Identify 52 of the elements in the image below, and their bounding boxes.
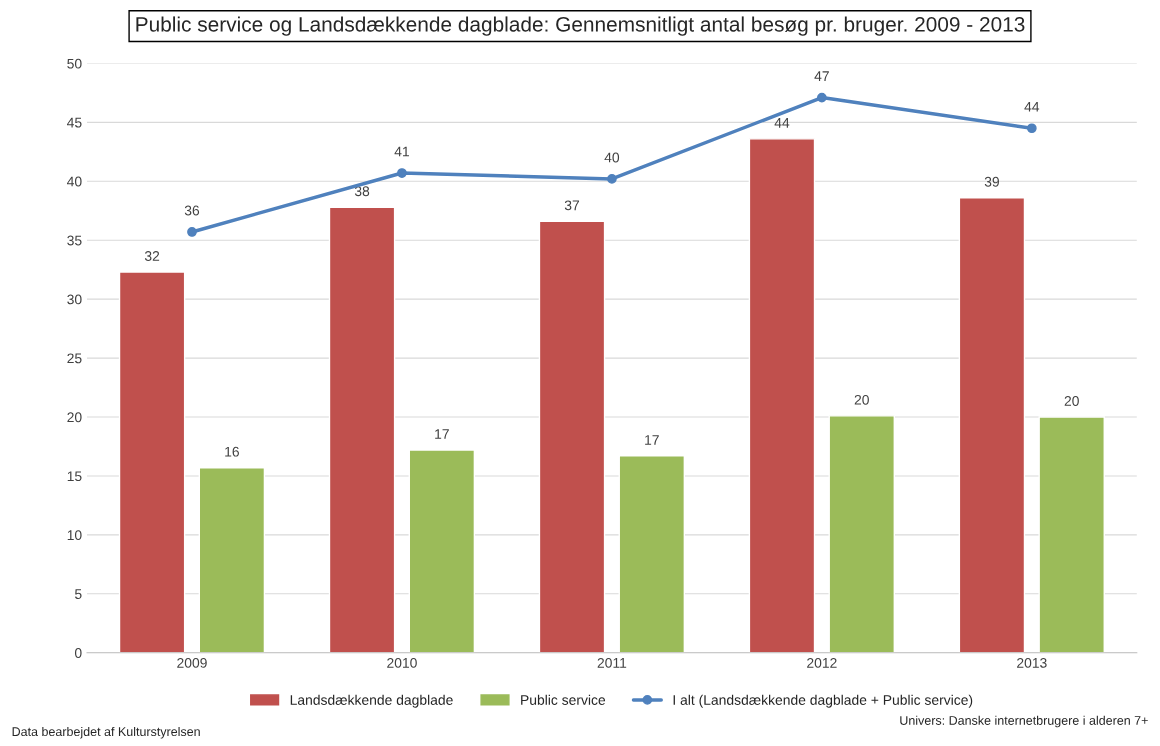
data-label: 20 (1064, 396, 1079, 406)
text: Data bearbejdet af Kulturstyrelsen (12, 726, 200, 739)
bar (958, 197, 1026, 653)
bar (328, 206, 396, 653)
chart-title: Public service og Landsdækkende dagblade: Gennemsnitligt antal besøg pr. bruger. 2009 - 2013 (136, 16, 1025, 36)
data-label: 38 (354, 186, 370, 197)
x-tick-label: 2011 (597, 657, 627, 668)
y-tick-label: 35 (67, 235, 82, 246)
bar (408, 449, 476, 653)
y-tick-label: 15 (67, 471, 82, 482)
data-label: 47 (814, 71, 829, 81)
bar (118, 271, 186, 653)
legend-label: I alt (Landsdækkende dagblade + Public service) (673, 694, 973, 708)
bar (828, 415, 895, 653)
data-label: 37 (564, 200, 580, 211)
bar (1038, 416, 1105, 653)
data-label: 17 (435, 429, 449, 439)
y-tick-label: 0 (74, 648, 82, 658)
data-label: 17 (645, 435, 659, 445)
data-label: 39 (984, 176, 999, 187)
data-label: 20 (854, 394, 869, 405)
point (816, 92, 827, 103)
y-tick-label: 10 (67, 530, 82, 541)
bar (748, 138, 816, 653)
point (187, 227, 197, 237)
point (607, 174, 617, 184)
data-label: 32 (144, 251, 160, 261)
y-tick-label: 45 (67, 117, 82, 128)
x-tick-label: 2009 (177, 657, 207, 668)
data-label: 40 (604, 152, 620, 163)
x-tick-label: 2010 (387, 657, 417, 668)
bar (538, 220, 606, 653)
y-tick-label: 25 (67, 353, 82, 364)
data-label: 41 (394, 146, 409, 157)
bar (198, 467, 266, 653)
x-tick-label: 2012 (807, 657, 837, 668)
point (397, 168, 407, 178)
point (1026, 123, 1037, 134)
legend-label: Public service (521, 694, 606, 705)
text: Univers: Danske internetbrugere i alderen 7+ (900, 715, 1148, 728)
y-tick-label: 40 (67, 176, 82, 187)
y-tick-label: 50 (67, 58, 82, 69)
data-label: 44 (1024, 102, 1040, 112)
y-tick-label: 5 (74, 589, 82, 599)
y-tick-label: 20 (67, 412, 82, 423)
data-label: 16 (225, 446, 239, 457)
x-tick-label: 2013 (1017, 657, 1047, 668)
y-tick-label: 30 (67, 294, 82, 305)
data-label: 44 (774, 118, 790, 128)
data-label: 36 (184, 205, 200, 216)
bar (618, 455, 686, 653)
legend-label: Landsdækkende dagblade (290, 694, 453, 708)
